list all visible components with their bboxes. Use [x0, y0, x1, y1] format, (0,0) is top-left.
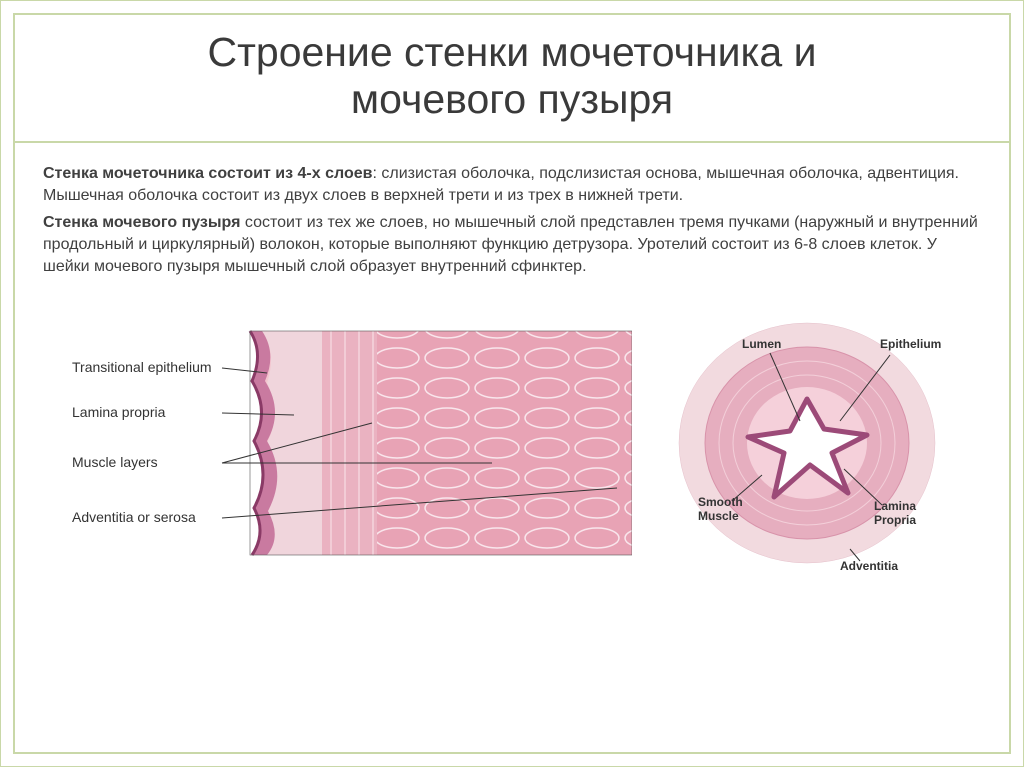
title-line2: мочевого пузыря: [351, 76, 673, 122]
diagram-row: Transitional epithelium Lamina propria M…: [15, 293, 1009, 583]
label-adventitia2: Adventitia: [840, 559, 898, 573]
paragraph-1: Стенка мочеточника состоит из 4-х слоев:…: [43, 163, 981, 206]
longitudinal-svg: [72, 313, 632, 573]
p1-bold: Стенка мочеточника состоит из 4-х слоев: [43, 165, 372, 182]
title-line1: Строение стенки мочеточника и: [208, 29, 817, 75]
cross-section-diagram: Lumen Epithelium Smooth Muscle Lamina Pr…: [662, 303, 952, 583]
slide-title: Строение стенки мочеточника и мочевого п…: [55, 29, 969, 123]
label-lamina1: Lamina: [874, 499, 916, 513]
longitudinal-diagram: Transitional epithelium Lamina propria M…: [72, 313, 632, 573]
label-muscle2: Muscle: [698, 509, 739, 523]
title-container: Строение стенки мочеточника и мочевого п…: [15, 15, 1009, 143]
label-epithelium: Epithelium: [880, 337, 941, 351]
body-text: Стенка мочеточника состоит из 4-х слоев:…: [15, 143, 1009, 293]
label-lumen: Lumen: [742, 337, 781, 351]
paragraph-2: Стенка мочевого пузыря состоит из тех же…: [43, 212, 981, 277]
p2-bold: Стенка мочевого пузыря: [43, 214, 240, 231]
label-muscle: Muscle layers: [72, 454, 158, 470]
label-lamina2: Propria: [874, 513, 916, 527]
label-smooth: Smooth: [698, 495, 743, 509]
label-transitional: Transitional epithelium: [72, 359, 212, 375]
label-lamina: Lamina propria: [72, 404, 165, 420]
label-adventitia: Adventitia or serosa: [72, 509, 196, 525]
